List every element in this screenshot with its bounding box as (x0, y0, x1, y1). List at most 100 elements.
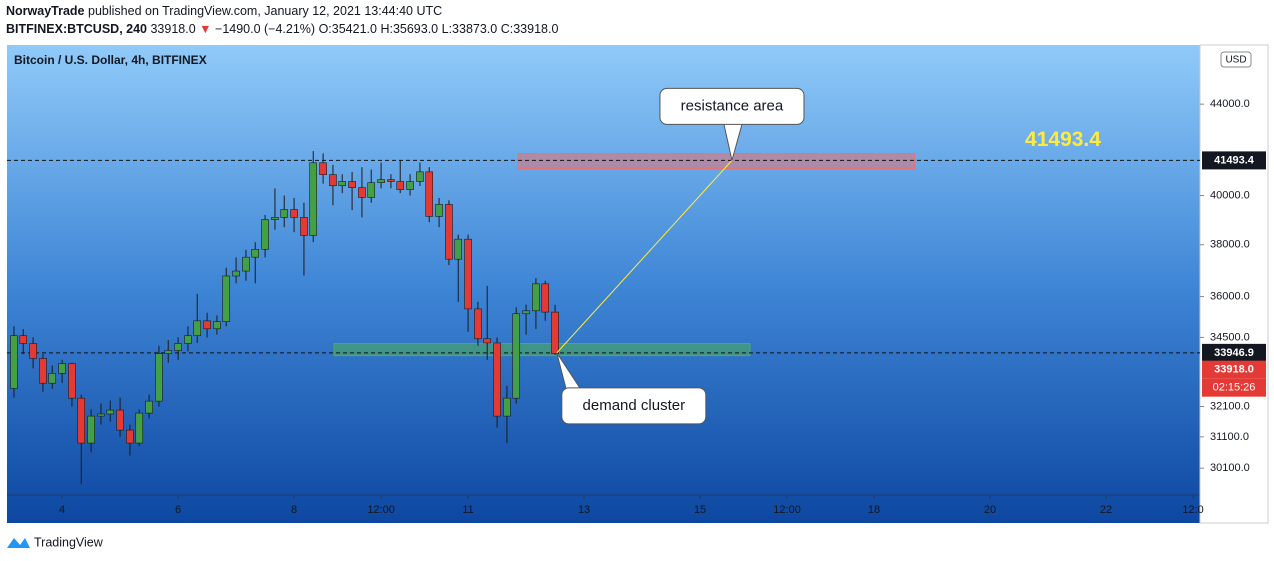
candle-body (19, 335, 28, 344)
x-tick-label: 18 (868, 504, 880, 516)
footer-text: TradingView (34, 535, 104, 549)
y-tick-label: 44000.0 (1210, 98, 1250, 110)
candle-body (338, 181, 347, 187)
candle-body (358, 187, 366, 198)
callout-box (659, 87, 805, 125)
x-tick-label: 11 (462, 504, 473, 516)
candle-body (522, 310, 530, 315)
candle-body (242, 256, 250, 272)
change: −1490.0 (−4.21%) (215, 22, 315, 36)
countdown: 02:15:26 (1213, 382, 1256, 394)
hline-price-label: 33946.9 (1214, 347, 1254, 359)
candle-body (145, 400, 153, 414)
low: L:33873.0 (442, 22, 498, 36)
candle-body (68, 363, 76, 399)
currency: USD (1225, 55, 1246, 66)
candle-body (406, 181, 414, 190)
candle-body (367, 182, 376, 198)
candle-body (126, 429, 134, 444)
currency-box (1220, 51, 1252, 68)
y-tick-label: 32100.0 (1210, 400, 1250, 412)
publisher: NorwayTrade (6, 4, 85, 18)
candle-body (454, 238, 463, 260)
callout-text: resistance area (681, 97, 784, 114)
logo (7, 538, 30, 548)
candle-body (155, 353, 163, 402)
down-arrow: ▼ (199, 22, 211, 36)
candle-body (377, 179, 385, 183)
x-tick-label: 4 (59, 504, 65, 516)
y-tick-label: 40000.0 (1210, 189, 1250, 201)
candle-body (174, 343, 182, 351)
published: published on TradingView.com, January 12… (88, 4, 442, 18)
candle-body (290, 209, 298, 218)
x-tick-label: 12:0 (1182, 504, 1203, 516)
zone (333, 343, 751, 357)
high: H:35693.0 (380, 22, 438, 36)
candle-body (551, 311, 559, 354)
symbol: BITFINEX:BTCUSD, 240 (6, 22, 147, 36)
y-tick-label: 36000.0 (1210, 290, 1250, 302)
candle-body (280, 209, 289, 218)
candle-body (106, 409, 115, 415)
last-price-label-box (1202, 360, 1266, 379)
big-price-label: 41493.4 (1025, 128, 1101, 151)
close: C:33918.0 (501, 22, 559, 36)
x-tick-label: 12:00 (773, 504, 801, 516)
trend-line (556, 160, 733, 354)
candle-body (58, 363, 66, 374)
candle-body (300, 217, 308, 236)
candle-body (213, 321, 221, 330)
candle-body (309, 162, 318, 236)
candle-body (445, 204, 453, 260)
callout-text: demand cluster (583, 397, 686, 414)
footer: TradingView (7, 535, 104, 549)
candle-body (348, 181, 356, 188)
candle-body (416, 171, 424, 182)
y-tick-label: 34500.0 (1210, 331, 1250, 343)
y-tick-label: 31100.0 (1210, 431, 1249, 443)
candle-body (77, 397, 86, 444)
countdown-box (1202, 378, 1266, 397)
callout-pointer (556, 352, 581, 389)
candle-body (387, 179, 395, 182)
candle-body (232, 270, 240, 277)
x-tick-label: 8 (291, 504, 297, 516)
candle-body (29, 343, 37, 359)
x-tick-label: 22 (1100, 504, 1112, 516)
candle-body (532, 283, 540, 312)
candle-body (512, 313, 521, 399)
x-tick-label: 12:00 (367, 504, 395, 516)
candle-body (39, 358, 47, 384)
x-tick-label: 20 (984, 504, 996, 516)
chart-title: Bitcoin / U.S. Dollar, 4h, BITFINEX (14, 53, 207, 67)
candle-body (503, 397, 511, 417)
candle-body (164, 350, 173, 354)
x-tick-label: 15 (694, 504, 706, 516)
hline-price-label-box (1202, 151, 1266, 170)
candle-body (135, 412, 144, 444)
header-line2: BITFINEX:BTCUSD, 240 33918.0 ▼ −1490.0 (… (6, 22, 558, 36)
candle-body (116, 409, 124, 431)
candle-body (203, 320, 211, 330)
candle-body (474, 308, 482, 340)
header: NorwayTrade published on TradingView.com… (6, 4, 558, 36)
plot-background (7, 45, 1200, 523)
candle-body (493, 342, 501, 417)
x-tick-label: 13 (578, 504, 590, 516)
last: 33918.0 (150, 22, 195, 36)
candle-body (425, 171, 434, 217)
candle-body (541, 283, 550, 313)
candle-body (329, 174, 337, 187)
candle-body (435, 204, 443, 217)
price-axis (1199, 44, 1269, 524)
last-price-label: 33918.0 (1214, 364, 1254, 376)
zone (517, 153, 916, 170)
open: O:35421.0 (319, 22, 377, 36)
marks: 44000.0 40000.0 38000.0 36000.0 34500.0 32100… (7, 87, 1266, 516)
candle-body (396, 181, 405, 190)
hline-price-label-box (1202, 343, 1266, 362)
candle-body (483, 338, 492, 344)
